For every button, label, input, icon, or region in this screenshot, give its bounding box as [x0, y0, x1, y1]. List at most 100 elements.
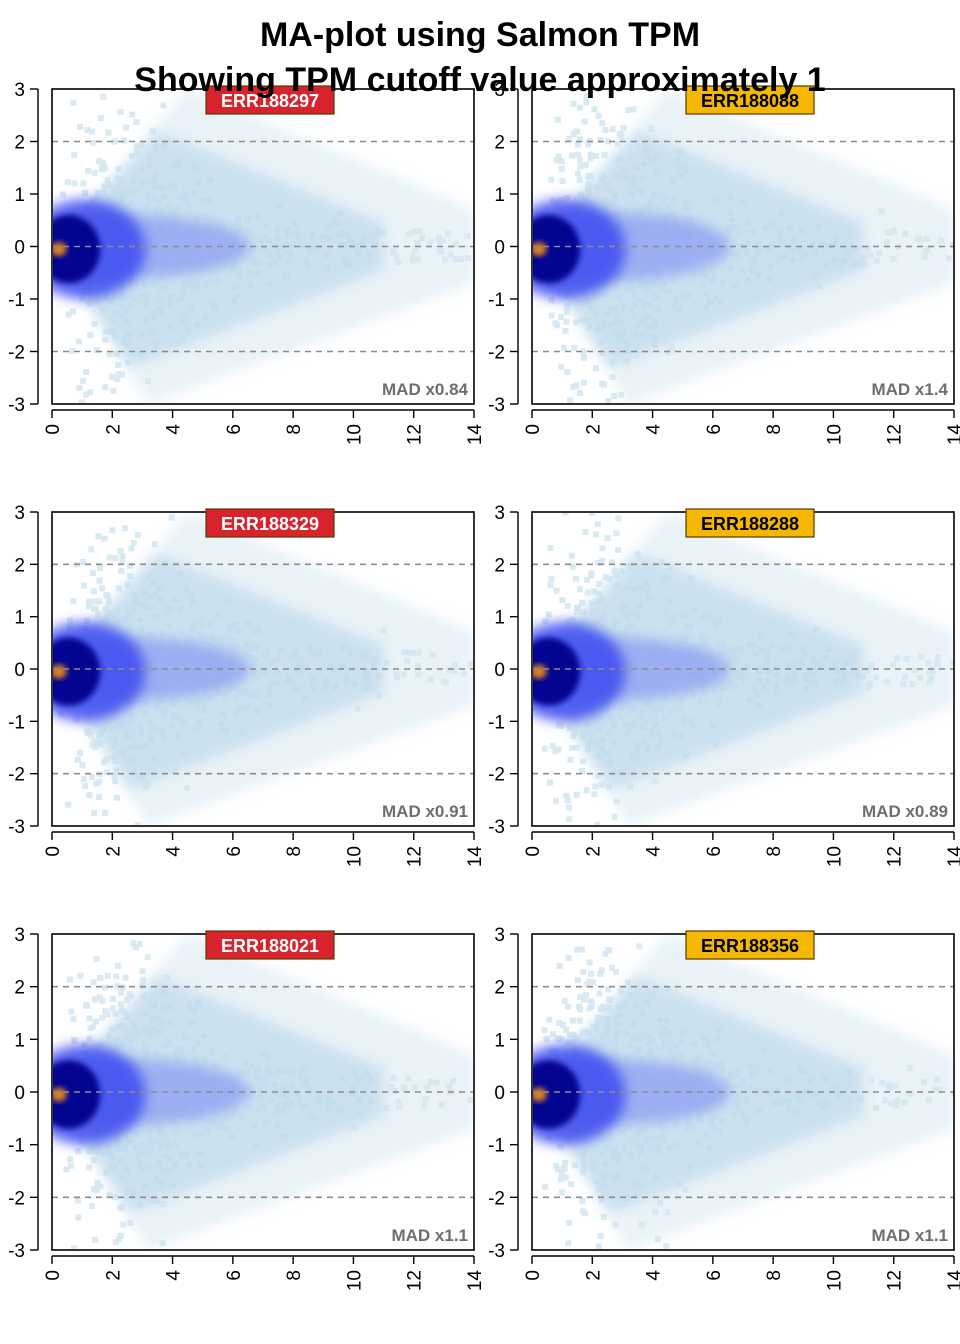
scatter-point — [96, 794, 102, 800]
mad-annotation: MAD x1.1 — [871, 1226, 948, 1245]
scatter-point — [586, 959, 593, 966]
scatter-point — [68, 1008, 75, 1015]
scatter-point — [597, 137, 604, 143]
scatter-point — [85, 1164, 92, 1171]
chart-title: MA-plot using Salmon TPM — [259, 16, 701, 54]
scatter-point — [599, 545, 606, 552]
scatter-point — [115, 361, 122, 368]
scatter-point — [70, 1015, 77, 1022]
scatter-point — [130, 539, 137, 546]
scatter-point — [121, 525, 128, 532]
scatter-point — [96, 577, 103, 584]
scatter-point — [602, 574, 609, 581]
scatter-point — [75, 1197, 82, 1204]
scatter-point — [576, 136, 583, 143]
scatter-point — [602, 950, 609, 957]
scatter-point — [78, 399, 85, 403]
scatter-point — [104, 177, 111, 184]
scatter-point — [570, 733, 577, 739]
scatter-point — [579, 599, 586, 606]
scatter-point — [542, 618, 549, 625]
scatter-point — [101, 810, 108, 816]
scatter-point — [102, 1008, 109, 1015]
scatter-point — [593, 152, 600, 159]
scatter-point — [113, 973, 120, 980]
scatter-point — [615, 547, 622, 553]
scatter-point — [116, 585, 123, 592]
y-axis: 3 2 1 0 -1 -2 -3 — [488, 925, 519, 1262]
y-tick-label: 1 — [14, 185, 25, 206]
scatter-point — [583, 99, 590, 106]
scatter-point — [564, 603, 571, 610]
scatter-point — [630, 106, 637, 113]
scatter-point — [566, 804, 573, 811]
scatter-point — [595, 560, 602, 566]
scatter-point — [575, 151, 581, 158]
scatter-point — [126, 991, 133, 998]
scatter-point — [566, 135, 573, 142]
scatter-point — [124, 997, 130, 1003]
mad-annotation: MAD x0.91 — [382, 802, 468, 821]
scatter-point — [130, 940, 137, 947]
sample-label-text: ERR188329 — [221, 514, 319, 534]
x-tick-label: 14 — [465, 846, 486, 868]
x-tick-label: 2 — [583, 846, 604, 857]
scatter-point — [605, 947, 612, 954]
scatter-point — [608, 964, 615, 971]
x-tick-label: 12 — [405, 846, 426, 867]
scatter-point — [552, 320, 559, 327]
mad-annotation: MAD x1.1 — [391, 1226, 468, 1245]
y-tick-label: -1 — [488, 712, 505, 733]
scatter-point — [117, 1232, 124, 1239]
scatter-point — [168, 514, 175, 521]
scatter-point — [84, 127, 91, 133]
scatter-point — [59, 191, 66, 198]
scatter-point — [558, 1176, 565, 1183]
scatter-point — [132, 944, 139, 951]
scatter-point — [104, 1011, 111, 1018]
scatter-point — [557, 1143, 564, 1150]
scatter-point — [110, 995, 117, 1002]
scatter-point — [575, 604, 581, 611]
scatter-point — [605, 398, 612, 403]
scatter-point — [553, 587, 560, 594]
scatter-point — [561, 997, 568, 1004]
y-tick-label: 3 — [494, 503, 505, 524]
scatter-point — [119, 557, 126, 564]
scatter-point — [67, 1156, 74, 1163]
scatter-point — [548, 297, 555, 304]
scatter-point — [109, 527, 116, 534]
scatter-point — [583, 787, 590, 794]
y-tick-label: 0 — [14, 1083, 25, 1104]
scatter-point — [570, 384, 577, 390]
scatter-point — [568, 1038, 575, 1045]
scatter-point — [663, 1243, 670, 1249]
density-core-high — [533, 215, 581, 284]
scatter-point — [101, 535, 108, 542]
scatter-point — [547, 582, 554, 589]
y-tick-label: 3 — [14, 503, 25, 524]
scatter-point — [93, 1187, 100, 1194]
scatter-point — [160, 102, 167, 109]
scatter-point — [568, 152, 575, 159]
scatter-point — [566, 397, 573, 403]
scatter-point — [91, 738, 98, 745]
x-tick-label: 6 — [704, 424, 725, 435]
scatter-point — [93, 347, 100, 354]
density-core-high — [53, 215, 101, 284]
scatter-point — [561, 344, 567, 351]
scatter-point — [82, 783, 88, 790]
sample-label-box — [205, 930, 335, 960]
scatter-point — [541, 745, 548, 752]
scatter-point — [151, 541, 158, 548]
scatter-point — [136, 941, 143, 947]
x-tick-label: 4 — [644, 846, 665, 857]
scatter-point — [119, 1203, 126, 1210]
x-tick-label: 4 — [164, 424, 185, 435]
scatter-point — [89, 1023, 96, 1030]
scatter-point — [71, 1037, 78, 1044]
scatter-point — [119, 552, 126, 559]
x-axis: 0 2 4 6 8 10 12 14 — [523, 831, 960, 867]
scatter-point — [112, 555, 119, 562]
